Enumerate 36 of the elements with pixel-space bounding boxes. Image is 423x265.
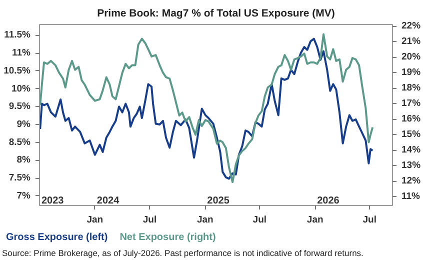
y-tick-label: 10.5% (4, 65, 32, 76)
x-tick-label: Jul (252, 214, 267, 226)
y2-tick-label: 17% (402, 98, 422, 110)
y2-tick-label: 22% (402, 20, 422, 32)
y-tick-label: 9% (16, 118, 32, 130)
x-tick-label: Jul (142, 214, 157, 226)
text: Gross Exposure (left) (6, 232, 108, 243)
y2-tick-label: 20% (402, 52, 422, 63)
x-tick-label: Jan (86, 214, 104, 226)
y2-tick-label: 18% (402, 82, 422, 94)
chart-title: Prime Book: Mag7 % of Total US Exposure (MV) (97, 8, 335, 20)
y-tick-label: 8.5% (8, 136, 32, 148)
y2-tick-label: 21% (402, 36, 422, 48)
annotation: 2024 (96, 196, 120, 206)
annotation: 2026 (317, 196, 340, 206)
y2-tick-label: 11% (402, 191, 421, 202)
y-tick-label: 10% (11, 83, 32, 94)
y2-tick-label: 14% (402, 144, 422, 156)
annotation: 2023 (42, 196, 64, 206)
x-tick-label: Jul (362, 214, 376, 226)
y-tick-label: 7% (16, 190, 32, 202)
x-tick-label: Jan (306, 214, 324, 226)
annotation: 2025 (207, 196, 230, 206)
y-tick-label: 11.5% (4, 30, 32, 41)
y2-tick-label: 19% (402, 67, 422, 78)
y2-tick-label: 13% (402, 160, 422, 172)
text: Net Exposure (right) (120, 232, 216, 243)
y-tick-label: 11% (12, 48, 32, 59)
y2-tick-label: 15% (402, 129, 422, 140)
y2-tick-label: 16% (402, 114, 422, 125)
x-tick-label: Jan (196, 214, 214, 226)
y2-tick-label: 12% (402, 176, 422, 187)
y-tick-label: 9.5% (8, 101, 32, 112)
source-note: Source: Prime Brokerage, as of July-2026. Past performance is not indicative of forward returns. (2, 248, 364, 259)
y-tick-label: 7.5% (8, 172, 32, 184)
y-tick-label: 8% (16, 154, 32, 166)
